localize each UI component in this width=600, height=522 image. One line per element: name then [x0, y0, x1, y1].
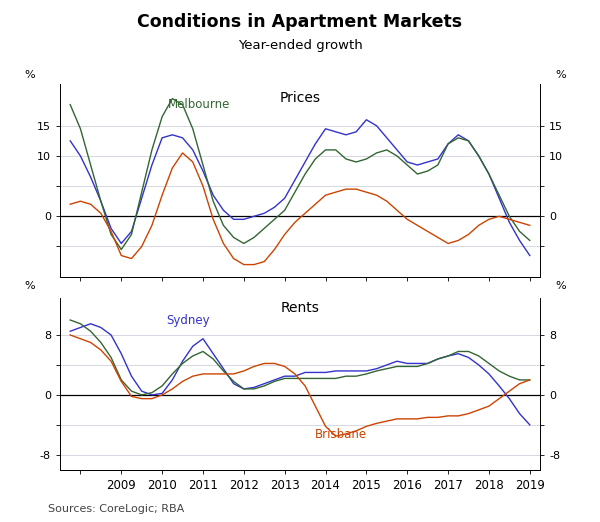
Text: Sydney: Sydney: [166, 314, 210, 327]
Text: Brisbane: Brisbane: [316, 429, 367, 441]
Text: Rents: Rents: [281, 301, 319, 315]
Text: Sources: CoreLogic; RBA: Sources: CoreLogic; RBA: [48, 504, 184, 514]
Text: %: %: [24, 281, 35, 291]
Text: %: %: [24, 69, 35, 80]
Text: Conditions in Apartment Markets: Conditions in Apartment Markets: [137, 13, 463, 31]
Text: Year-ended growth: Year-ended growth: [238, 39, 362, 52]
Text: %: %: [556, 281, 566, 291]
Text: Prices: Prices: [280, 91, 320, 105]
Text: %: %: [556, 69, 566, 80]
Text: Melbourne: Melbourne: [168, 98, 230, 111]
